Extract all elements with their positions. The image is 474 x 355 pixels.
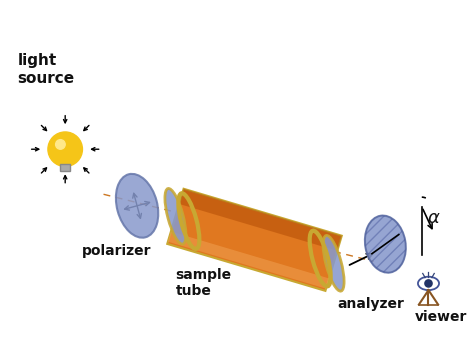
Ellipse shape: [116, 174, 158, 238]
Ellipse shape: [418, 277, 439, 290]
Circle shape: [424, 279, 433, 288]
Ellipse shape: [165, 189, 186, 244]
Polygon shape: [167, 189, 342, 291]
Text: polarizer: polarizer: [82, 244, 151, 258]
FancyBboxPatch shape: [60, 164, 70, 171]
Polygon shape: [179, 189, 342, 251]
Text: sample
tube: sample tube: [175, 268, 232, 298]
Text: light
source: light source: [17, 53, 74, 86]
Text: analyzer: analyzer: [337, 297, 404, 311]
Polygon shape: [168, 231, 329, 289]
Text: viewer: viewer: [415, 310, 467, 324]
Ellipse shape: [365, 215, 406, 273]
Circle shape: [55, 140, 65, 149]
Circle shape: [48, 132, 82, 166]
Ellipse shape: [323, 235, 344, 291]
Text: α: α: [428, 209, 439, 226]
